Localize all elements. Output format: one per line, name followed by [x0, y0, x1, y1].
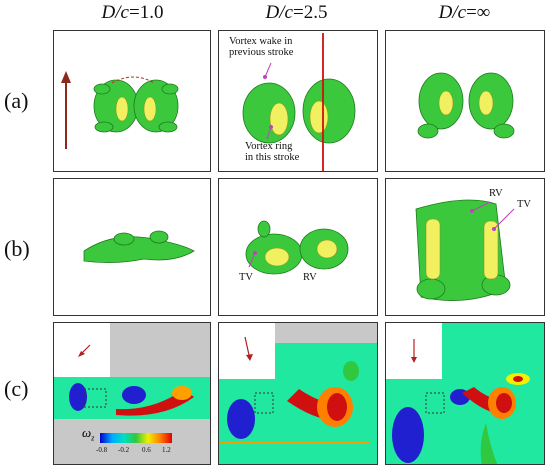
panel-b1: [53, 178, 211, 316]
vortex-isosurface-a2: [242, 33, 356, 171]
colorbar-title: ωz: [82, 425, 95, 443]
colorbar-tick-1: -0.8: [96, 446, 108, 454]
row-label-a: (a): [4, 88, 29, 113]
panel-c1: ωz -0.8 -0.2 0.6 1.2: [53, 322, 211, 465]
vortex-isosurface-b3: [415, 199, 515, 301]
annotation-vortex-ring: Vortex ring in this stroke: [245, 141, 300, 163]
panel-c2: [218, 322, 378, 465]
annotation-tv-b3: TV: [517, 199, 531, 210]
vortex-isosurface-a1: [61, 71, 179, 149]
vorticity-field-c3: [386, 323, 530, 464]
panel-a3: [385, 30, 545, 172]
panel-b3: RV TV: [385, 178, 545, 316]
row-label-b: (b): [4, 236, 30, 261]
column-title-1: D/c=1.0: [101, 2, 164, 23]
colorbar-gradient: [100, 433, 172, 443]
panel-a1: [53, 30, 211, 172]
colorbar-tick-4: 1.2: [162, 446, 171, 454]
row-label-c: (c): [4, 376, 29, 401]
colorbar-tick-2: -0.2: [118, 446, 130, 454]
vorticity-field-c2: [219, 323, 377, 444]
panel-a2: Vortex wake in previous stroke Vortex rin…: [218, 30, 378, 172]
annotation-tv-b2: TV: [239, 272, 253, 283]
panel-b2: TV RV: [218, 178, 378, 316]
column-title-2: D/c=2.5: [265, 2, 328, 23]
panel-c3: [385, 322, 545, 465]
column-title-3: D/c=∞: [438, 2, 491, 23]
colorbar-tick-3: 0.6: [142, 446, 151, 454]
annotation-rv-b3: RV: [489, 188, 503, 199]
annotation-vortex-wake: Vortex wake in previous stroke: [229, 36, 294, 58]
vortex-isosurface-b2: [245, 220, 349, 275]
annotation-rv-b2: RV: [303, 272, 317, 283]
vorticity-field-c1: [54, 323, 210, 464]
vortex-isosurface-a3: [417, 72, 515, 139]
vortex-isosurface-b1: [83, 230, 195, 263]
